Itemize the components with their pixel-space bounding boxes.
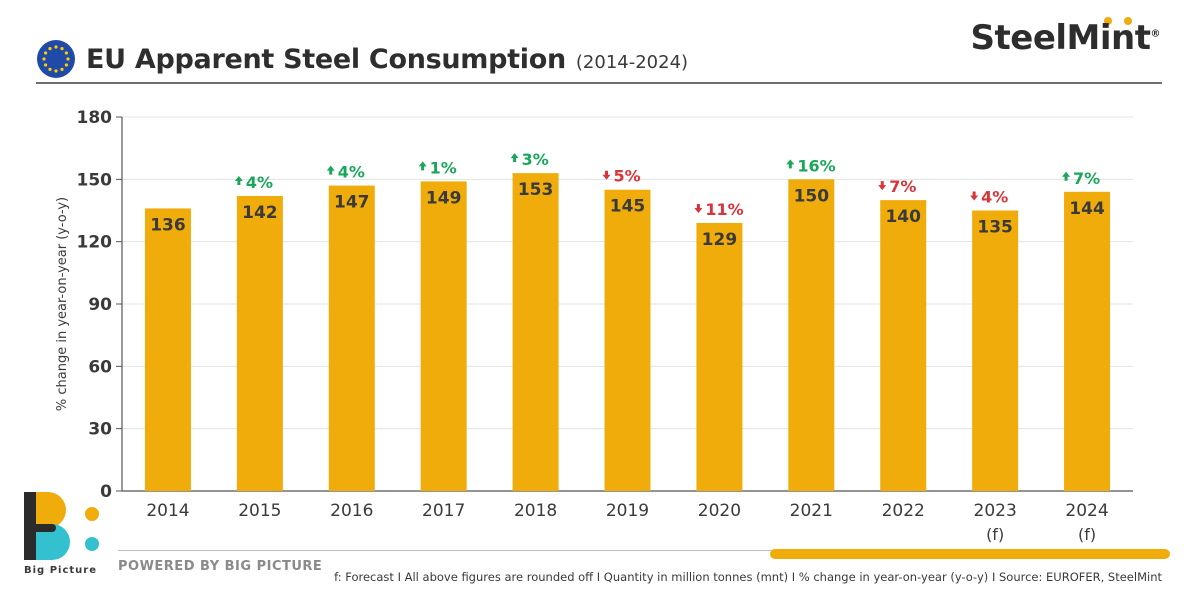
- y-tick-label: 150: [77, 170, 113, 190]
- data-label: 142: [242, 203, 278, 223]
- big-picture-logo-icon: [24, 492, 99, 560]
- x-tick-label: 2017: [422, 501, 465, 521]
- data-label: 129: [702, 230, 738, 250]
- arrow-up-icon: [418, 161, 427, 171]
- y-axis-title: % change in year-on-year (y-o-y): [55, 197, 70, 411]
- data-label: 140: [885, 207, 921, 227]
- x-tick-label: 2019: [606, 501, 649, 521]
- x-tick-label: 2014: [146, 501, 189, 521]
- x-tick-label: 2021: [790, 501, 833, 521]
- bar: [880, 200, 927, 491]
- flag-star: [48, 67, 52, 71]
- flag-star: [64, 51, 68, 55]
- x-tick-sublabel: (f): [986, 525, 1004, 544]
- bar: [972, 210, 1019, 491]
- flag-star: [44, 63, 48, 67]
- arrow-up-icon: [510, 153, 519, 163]
- y-tick-label: 120: [77, 233, 113, 253]
- arrow-up-icon: [234, 175, 243, 185]
- steelmint-logo: SteelMint®: [970, 18, 1161, 58]
- x-tick-label: 2024: [1065, 501, 1108, 521]
- x-tick-label: 2022: [882, 501, 925, 521]
- bar: [604, 189, 651, 491]
- arrow-down-icon: [602, 170, 611, 180]
- header-divider: [36, 82, 1162, 84]
- steelmint-logo-dots-icon: [1104, 17, 1132, 25]
- arrow-up-icon: [326, 165, 335, 175]
- y-tick-label: 180: [77, 108, 113, 128]
- powered-by-label: POWERED BY BIG PICTURE: [118, 559, 323, 574]
- bar: [420, 181, 467, 491]
- arrow-up-icon: [1062, 171, 1071, 181]
- footer-divider: [118, 550, 778, 551]
- flag-star: [64, 63, 68, 67]
- bar: [236, 195, 283, 491]
- brand-name: SteelMint: [970, 18, 1151, 58]
- yoy-change-label: 1%: [430, 158, 457, 177]
- flag-star: [44, 51, 48, 55]
- yoy-change-label: 16%: [797, 156, 835, 175]
- y-tick-label: 30: [88, 420, 112, 440]
- arrow-down-icon: [878, 181, 887, 191]
- flag-star: [54, 45, 58, 49]
- bar: [1064, 191, 1111, 492]
- yoy-change-label: 7%: [1073, 169, 1100, 188]
- data-label: 145: [610, 197, 646, 217]
- flag-star: [66, 57, 70, 61]
- data-label: 135: [977, 218, 1013, 238]
- flag-star: [60, 47, 64, 51]
- y-tick-label: 60: [88, 357, 112, 377]
- flag-star: [42, 57, 46, 61]
- brand-registered-mark: ®: [1150, 28, 1161, 40]
- chart-header: EU Apparent Steel Consumption (2014-2024…: [36, 36, 688, 82]
- eu-flag-icon: [37, 40, 75, 78]
- data-label: 147: [334, 193, 370, 213]
- flag-star: [48, 47, 52, 51]
- footer-accent-bar: [770, 549, 1170, 559]
- data-label: 150: [794, 186, 830, 206]
- chart-title: EU Apparent Steel Consumption: [86, 43, 566, 75]
- bar: [788, 179, 835, 492]
- arrow-down-icon: [694, 203, 703, 213]
- data-label: 144: [1069, 199, 1105, 219]
- y-tick-label: 90: [88, 295, 112, 315]
- bar: [696, 222, 743, 491]
- yoy-change-label: 4%: [338, 163, 365, 182]
- chart-footnote: f: Forecast I All above figures are roun…: [334, 570, 1162, 584]
- x-tick-sublabel: (f): [1078, 525, 1096, 544]
- bar: [144, 208, 191, 491]
- yoy-change-label: 4%: [246, 173, 273, 192]
- x-tick-label: 2018: [514, 501, 557, 521]
- yoy-change-label: 7%: [889, 177, 916, 196]
- data-label: 153: [518, 180, 554, 200]
- x-tick-label: 2016: [330, 501, 373, 521]
- yoy-change-label: 11%: [705, 200, 743, 219]
- yoy-change-label: 3%: [522, 150, 549, 169]
- bar: [328, 185, 375, 492]
- x-tick-label: 2015: [238, 501, 281, 521]
- yoy-change-label: 4%: [981, 188, 1008, 207]
- bar: [512, 173, 559, 491]
- flag-star: [60, 67, 64, 71]
- data-label: 149: [426, 188, 462, 208]
- yoy-change-label: 5%: [614, 167, 641, 186]
- chart-subtitle: (2014-2024): [575, 51, 689, 73]
- data-label: 136: [150, 215, 186, 235]
- big-picture-logo-text: Big Picture: [24, 565, 97, 576]
- arrow-up-icon: [786, 159, 795, 169]
- x-tick-label: 2020: [698, 501, 741, 521]
- x-tick-label: 2023: [974, 501, 1017, 521]
- y-tick-label: 0: [100, 482, 112, 502]
- arrow-down-icon: [970, 191, 979, 201]
- flag-star: [54, 69, 58, 73]
